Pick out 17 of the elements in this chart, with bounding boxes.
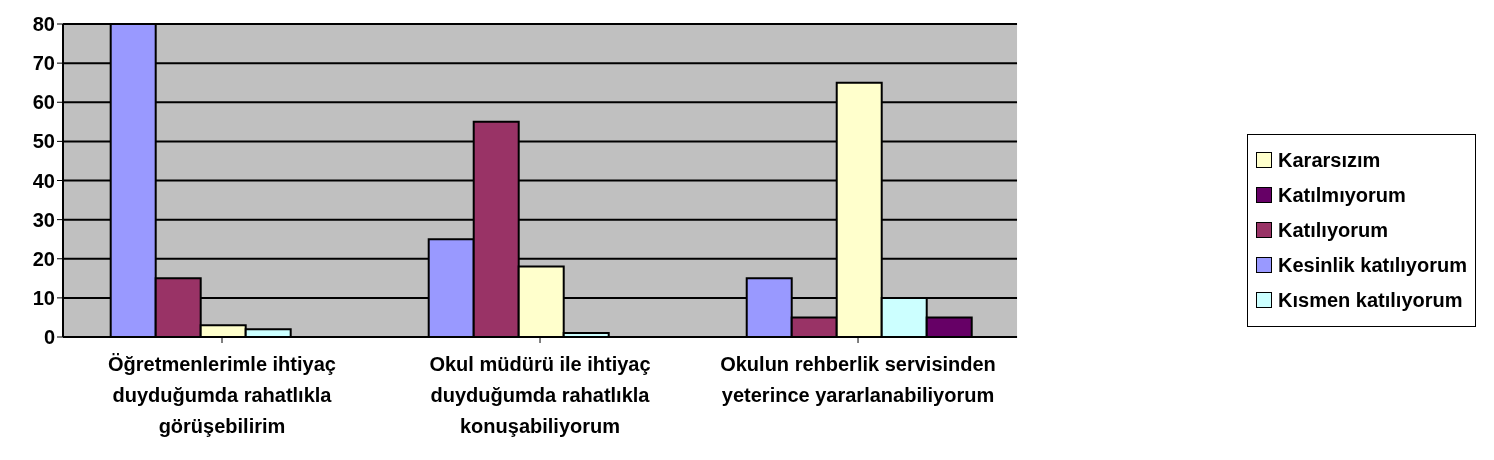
y-tick-label: 10 — [32, 286, 55, 309]
y-tick-label: 50 — [32, 130, 55, 153]
y-tick-label: 20 — [32, 247, 55, 270]
y-tick-label: 60 — [32, 91, 55, 114]
legend-label: Kararsızım — [1278, 148, 1381, 172]
y-tick-label: 80 — [32, 13, 55, 36]
y-tick-label: 0 — [43, 326, 55, 349]
x-tick-label: Okul müdürü ile ihtiyaç duyduğumda rahatlıkla konuşabiliyorum — [428, 352, 652, 439]
legend-label: Kesinlik katılıyorum — [1278, 253, 1467, 277]
legend-label: Katılmıyorum — [1278, 183, 1406, 207]
x-tick-label: Öğretmenlerimle ihtiyaç duyduğumda rahatlıkla görüşebilirim — [107, 352, 337, 439]
legend-label: Kısmen katılıyorum — [1278, 288, 1463, 312]
y-tick-label: 30 — [32, 208, 55, 231]
legend-label: Katılıyorum — [1278, 218, 1389, 242]
x-tick-label: Okulun rehberlik servisinden yeterince yararlanabiliyorum — [719, 352, 997, 408]
y-tick-label: 70 — [32, 52, 55, 75]
y-tick-label: 40 — [32, 169, 55, 192]
